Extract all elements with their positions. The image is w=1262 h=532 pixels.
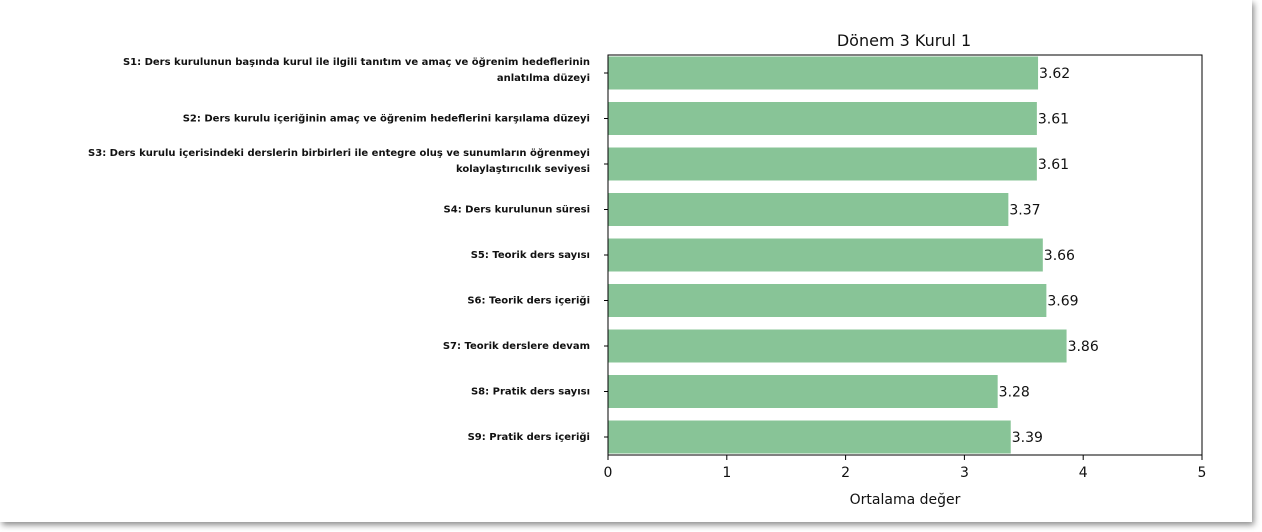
- x-tick-label: 2: [841, 465, 850, 481]
- bar-s6: [608, 284, 1047, 317]
- bar-s8: [608, 375, 998, 408]
- value-label-s7: 3.86: [1068, 339, 1099, 355]
- x-axis-title: Ortalama değer: [850, 492, 961, 508]
- bar-s7: [608, 329, 1067, 363]
- category-label-s8: S8: Pratik ders sayısı: [471, 387, 590, 398]
- x-tick-label: 5: [1198, 465, 1207, 481]
- category-label-s7: S7: Teorik derslere devam: [443, 341, 590, 352]
- value-label-s2: 3.61: [1038, 112, 1069, 128]
- bars-layer: [608, 56, 1067, 454]
- bar-s3: [608, 147, 1037, 181]
- bar-s4: [608, 193, 1009, 226]
- category-label-s3: S3: Ders kurulu içerisindeki derslerin b…: [88, 147, 590, 159]
- category-label-s1: anlatılma düzeyi: [497, 73, 590, 84]
- bar-s1: [608, 56, 1039, 90]
- chart-frame: Dönem 3 Kurul 1 S1: Ders kurulunun başın…: [88, 31, 1207, 508]
- category-label-s3: kolaylaştırıcılık seviyesi: [456, 164, 590, 175]
- bar-s2: [608, 102, 1037, 135]
- x-axis-ticks: 0 1 2 3 4 5: [604, 72, 1207, 481]
- x-tick-label: 4: [1079, 465, 1088, 481]
- bar-chart: Dönem 3 Kurul 1 S1: Ders kurulunun başın…: [88, 31, 1207, 508]
- value-label-s3: 3.61: [1038, 157, 1069, 173]
- category-label-s5: S5: Teorik ders sayısı: [471, 250, 590, 261]
- category-label-s2: S2: Ders kurulu içeriğinin amaç ve öğren…: [183, 113, 590, 125]
- value-label-s8: 3.28: [999, 385, 1030, 401]
- plot-area-border: [607, 54, 1203, 456]
- value-label-s6: 3.69: [1047, 294, 1078, 310]
- value-label-s4: 3.37: [1009, 203, 1040, 219]
- category-label-s9: S9: Pratik ders içeriği: [468, 431, 590, 443]
- value-labels: 3.62 3.61 3.61 3.37 3.66 3.69 3.86 3.28 3.39: [999, 66, 1099, 446]
- category-label-s6: S6: Teorik ders içeriği: [467, 295, 590, 307]
- x-tick-label: 0: [604, 465, 613, 481]
- category-label-s1: S1: Ders kurulunun başında kurul ile ilg…: [123, 56, 590, 68]
- category-labels: S1: Ders kurulunun başında kurul ile ilg…: [88, 56, 590, 443]
- value-label-s9: 3.39: [1012, 430, 1043, 446]
- x-tick-label: 1: [722, 465, 731, 481]
- bar-s5: [608, 238, 1043, 272]
- value-label-s1: 3.62: [1039, 66, 1070, 82]
- value-label-s5: 3.66: [1044, 248, 1075, 264]
- x-tick-label: 3: [960, 465, 969, 481]
- chart-title: Dönem 3 Kurul 1: [837, 31, 971, 50]
- category-label-s4: S4: Ders kurulunun süresi: [444, 205, 590, 216]
- bar-s9: [608, 420, 1011, 454]
